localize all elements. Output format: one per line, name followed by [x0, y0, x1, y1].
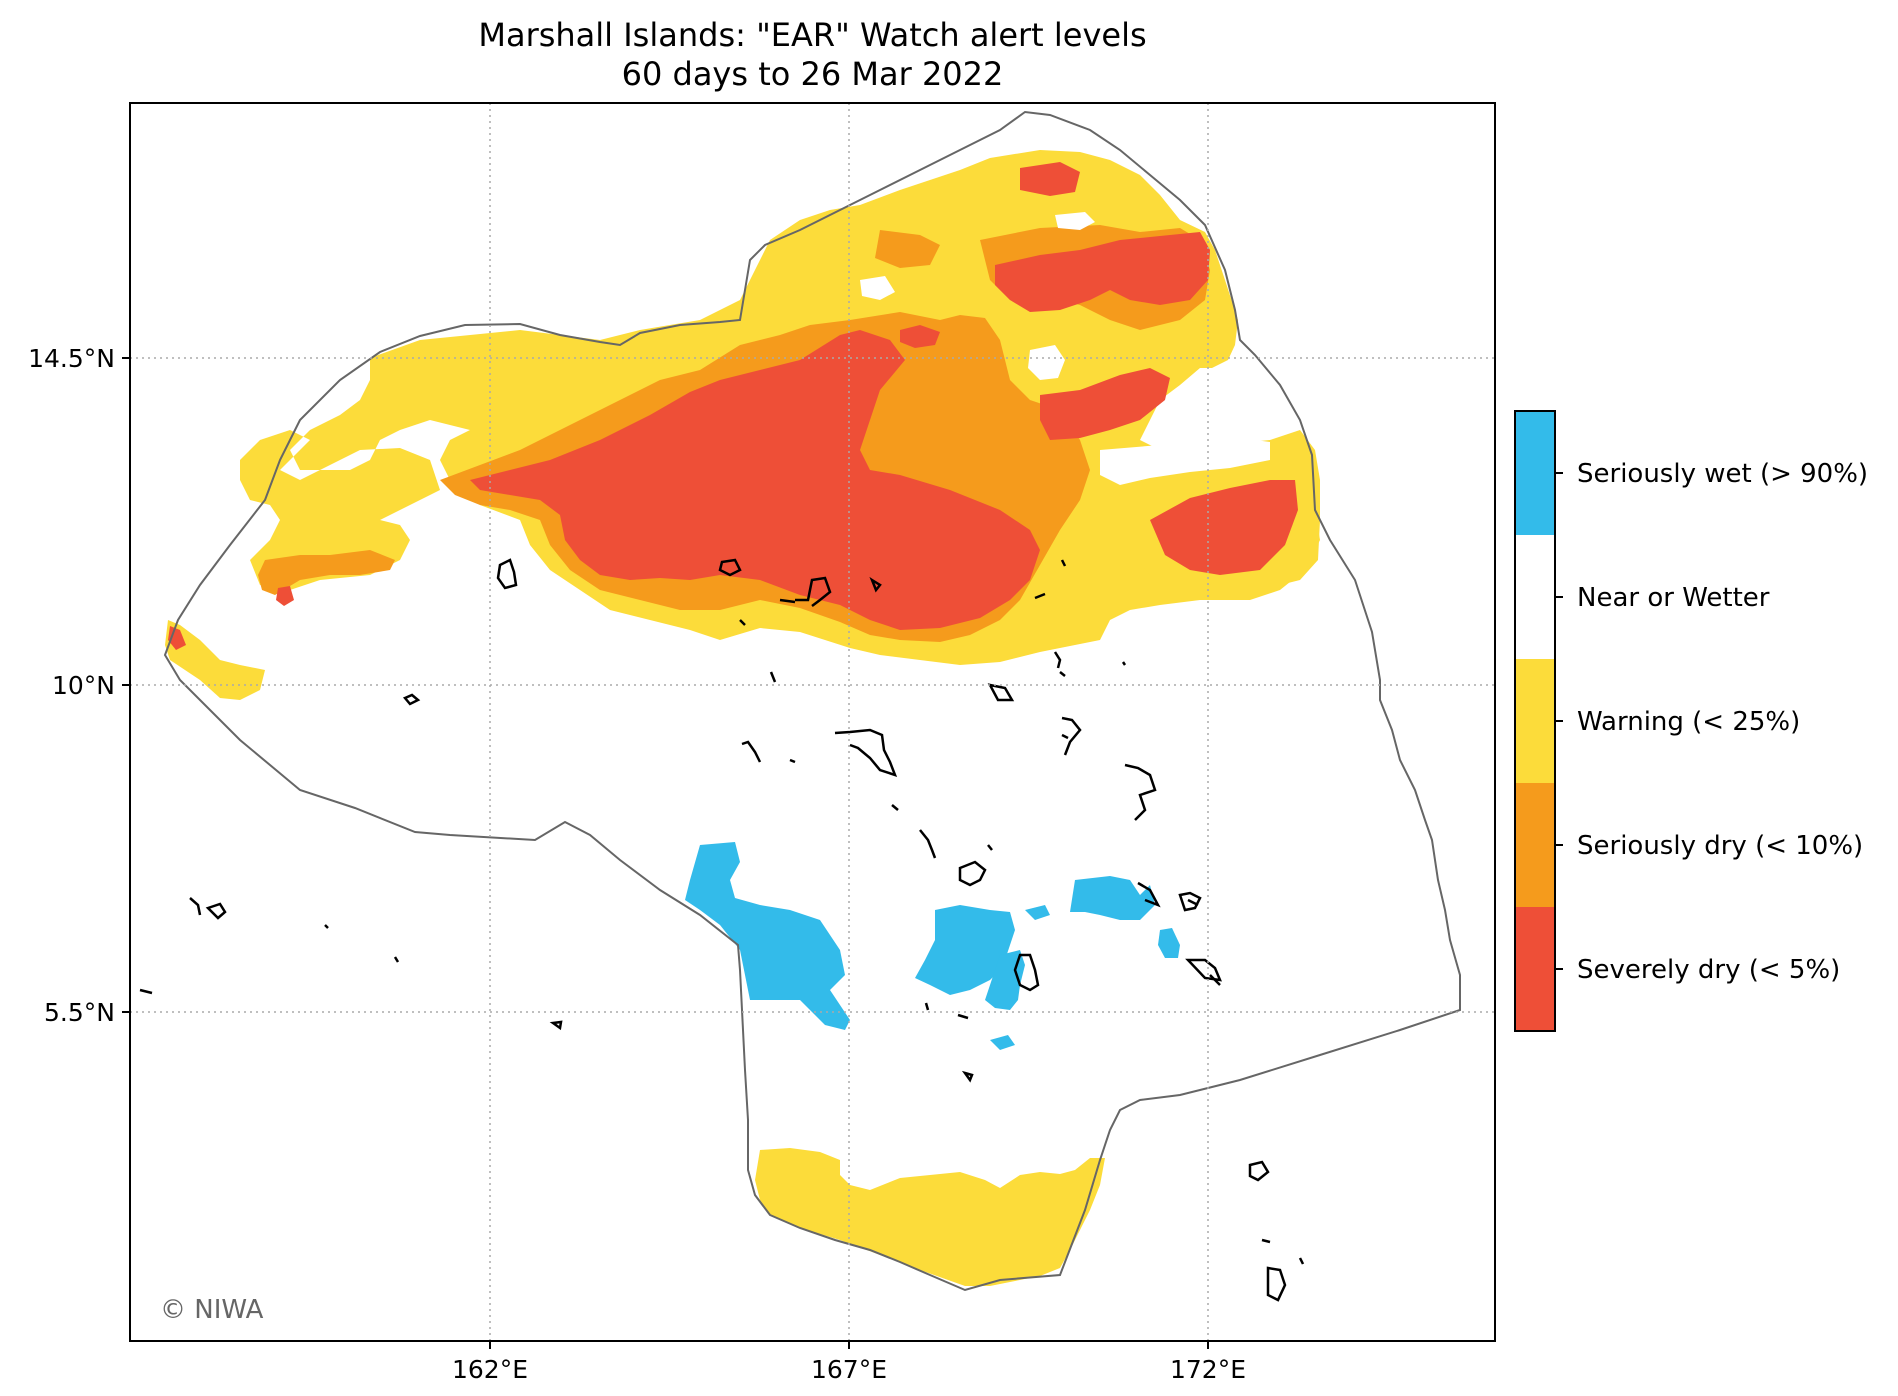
atoll-ailinginae	[779, 598, 796, 604]
legend-label: Warning (< 25%)	[1577, 707, 1800, 737]
alert-zones	[165, 150, 1320, 1286]
longitude-axis: 162°E 167°E 172°E	[452, 1341, 1246, 1384]
atoll-erikub	[1137, 881, 1161, 908]
atoll-ailuk	[1061, 716, 1082, 756]
wet-zone-5	[1025, 905, 1050, 920]
atoll-maloelap	[1178, 891, 1202, 912]
lon-tick-label: 167°E	[811, 1355, 887, 1384]
severe-dry-zone-northeast	[995, 232, 1210, 312]
legend-swatch	[1515, 659, 1555, 783]
atoll-jaluit	[1013, 953, 1040, 992]
wet-zone-4	[985, 950, 1025, 1010]
atoll-lae	[789, 758, 796, 764]
atoll-wotje	[1124, 763, 1157, 821]
lat-tick-label: 14.5°N	[28, 344, 115, 373]
map-frame	[129, 102, 1496, 1342]
severe-dry-zone-north	[1020, 162, 1080, 196]
near-normal-hole-4	[1055, 212, 1095, 230]
atoll-rongelap	[795, 576, 832, 607]
near-normal-hole-3	[860, 276, 895, 300]
wet-zone-7	[990, 1035, 1015, 1050]
atoll-aur	[1187, 898, 1199, 907]
legend-swatch	[1515, 411, 1555, 535]
severe-dry-zone-west-small	[276, 586, 294, 606]
atoll-enewetak	[496, 558, 518, 590]
atoll-ujae	[741, 740, 762, 763]
atoll-pohnpei-west	[205, 902, 227, 920]
islands	[139, 558, 1305, 1302]
legend-label: Severely dry (< 5%)	[1577, 955, 1840, 985]
near-normal-hole-2	[1100, 438, 1270, 485]
wet-zone-2	[915, 905, 1015, 995]
legend-colorbar: Seriously wet (> 90%) Near or Wetter Warni…	[1514, 410, 1868, 1032]
atoll-kwajalein	[834, 728, 898, 778]
lon-tick-label: 172°E	[1170, 1355, 1246, 1384]
severe-dry-zone-main	[470, 330, 1040, 630]
lat-tick-label: 5.5°N	[44, 998, 115, 1027]
severe-dry-zone-upper-left	[900, 325, 940, 348]
atoll-kili	[957, 1013, 969, 1020]
atoll-ujelang	[402, 693, 421, 706]
atoll-bikar	[1034, 592, 1046, 600]
atoll-kosrae-area	[189, 897, 202, 916]
atoll-taka	[1059, 671, 1066, 677]
atoll-west-small-1	[324, 924, 329, 929]
atoll-kosrae	[549, 1020, 563, 1031]
atoll-bikini	[718, 558, 742, 577]
warning-zone-south	[755, 1148, 1105, 1286]
serious-dry-zone-west	[258, 550, 395, 595]
atoll-majuro	[1185, 958, 1222, 982]
atoll-rongerik	[869, 576, 882, 593]
wet-zone-1	[685, 842, 850, 1030]
wet-zone-3	[1070, 876, 1155, 920]
legend-swatch	[1515, 907, 1555, 1031]
atoll-east-small	[1298, 1257, 1305, 1265]
atoll-ebon	[1261, 1238, 1271, 1244]
atoll-arno	[1209, 974, 1221, 986]
atoll-namorik	[987, 844, 993, 851]
atoll-jemo	[1060, 559, 1067, 567]
serious-dry-zone-upper	[875, 230, 940, 268]
atoll-wotho	[769, 671, 777, 683]
atoll-ujae-2	[739, 619, 746, 626]
legend-label: Near or Wetter	[1577, 583, 1770, 613]
atoll-namu	[919, 829, 937, 859]
atoll-likiep	[987, 683, 1015, 702]
lat-tick-label: 10°N	[52, 671, 115, 700]
legend-swatch	[1515, 783, 1555, 907]
credit-text: © NIWA	[160, 1295, 264, 1325]
wet-zone-6	[1158, 928, 1180, 958]
warning-zone-west-edge	[165, 620, 265, 700]
map-title: Marshall Islands: "EAR" Watch alert leve…	[478, 16, 1147, 54]
atoll-bikar-2	[1121, 661, 1127, 666]
warning-zone-small-1	[398, 390, 440, 418]
legend-swatch	[1515, 535, 1555, 659]
atoll-west-small-3	[139, 988, 153, 995]
legend-label: Seriously dry (< 10%)	[1577, 831, 1863, 861]
severe-dry-zone-east-mid	[1040, 368, 1170, 440]
latitude-axis: 14.5°N 10°N 5.5°N	[28, 344, 130, 1027]
lon-tick-label: 162°E	[452, 1355, 528, 1384]
eez-boundary	[163, 110, 1461, 1292]
atoll-ebon-south	[924, 1002, 930, 1011]
atoll-knox	[1266, 1266, 1287, 1302]
map-subtitle: 60 days to 26 Mar 2022	[621, 55, 1004, 93]
legend-frame	[1514, 410, 1556, 1032]
gridlines	[130, 103, 1495, 1341]
atoll-mili	[1248, 1160, 1270, 1182]
atoll-west-small-2	[393, 956, 400, 963]
legend-label: Seriously wet (> 90%)	[1577, 459, 1868, 489]
atoll-mejit	[1061, 733, 1069, 740]
near-normal-hole-1	[1028, 345, 1065, 380]
atoll-utirik	[1053, 651, 1062, 669]
atoll-lib	[891, 804, 899, 811]
atoll-jabat-ailinglaplap	[958, 860, 987, 887]
severe-dry-zone-east	[1150, 480, 1298, 575]
atoll-namdrik	[961, 1070, 974, 1083]
